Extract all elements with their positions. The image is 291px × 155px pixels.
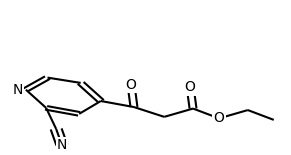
Text: O: O: [126, 78, 136, 92]
Text: N: N: [57, 138, 67, 152]
Text: N: N: [13, 83, 23, 97]
Text: O: O: [214, 111, 224, 125]
Text: O: O: [185, 80, 196, 94]
